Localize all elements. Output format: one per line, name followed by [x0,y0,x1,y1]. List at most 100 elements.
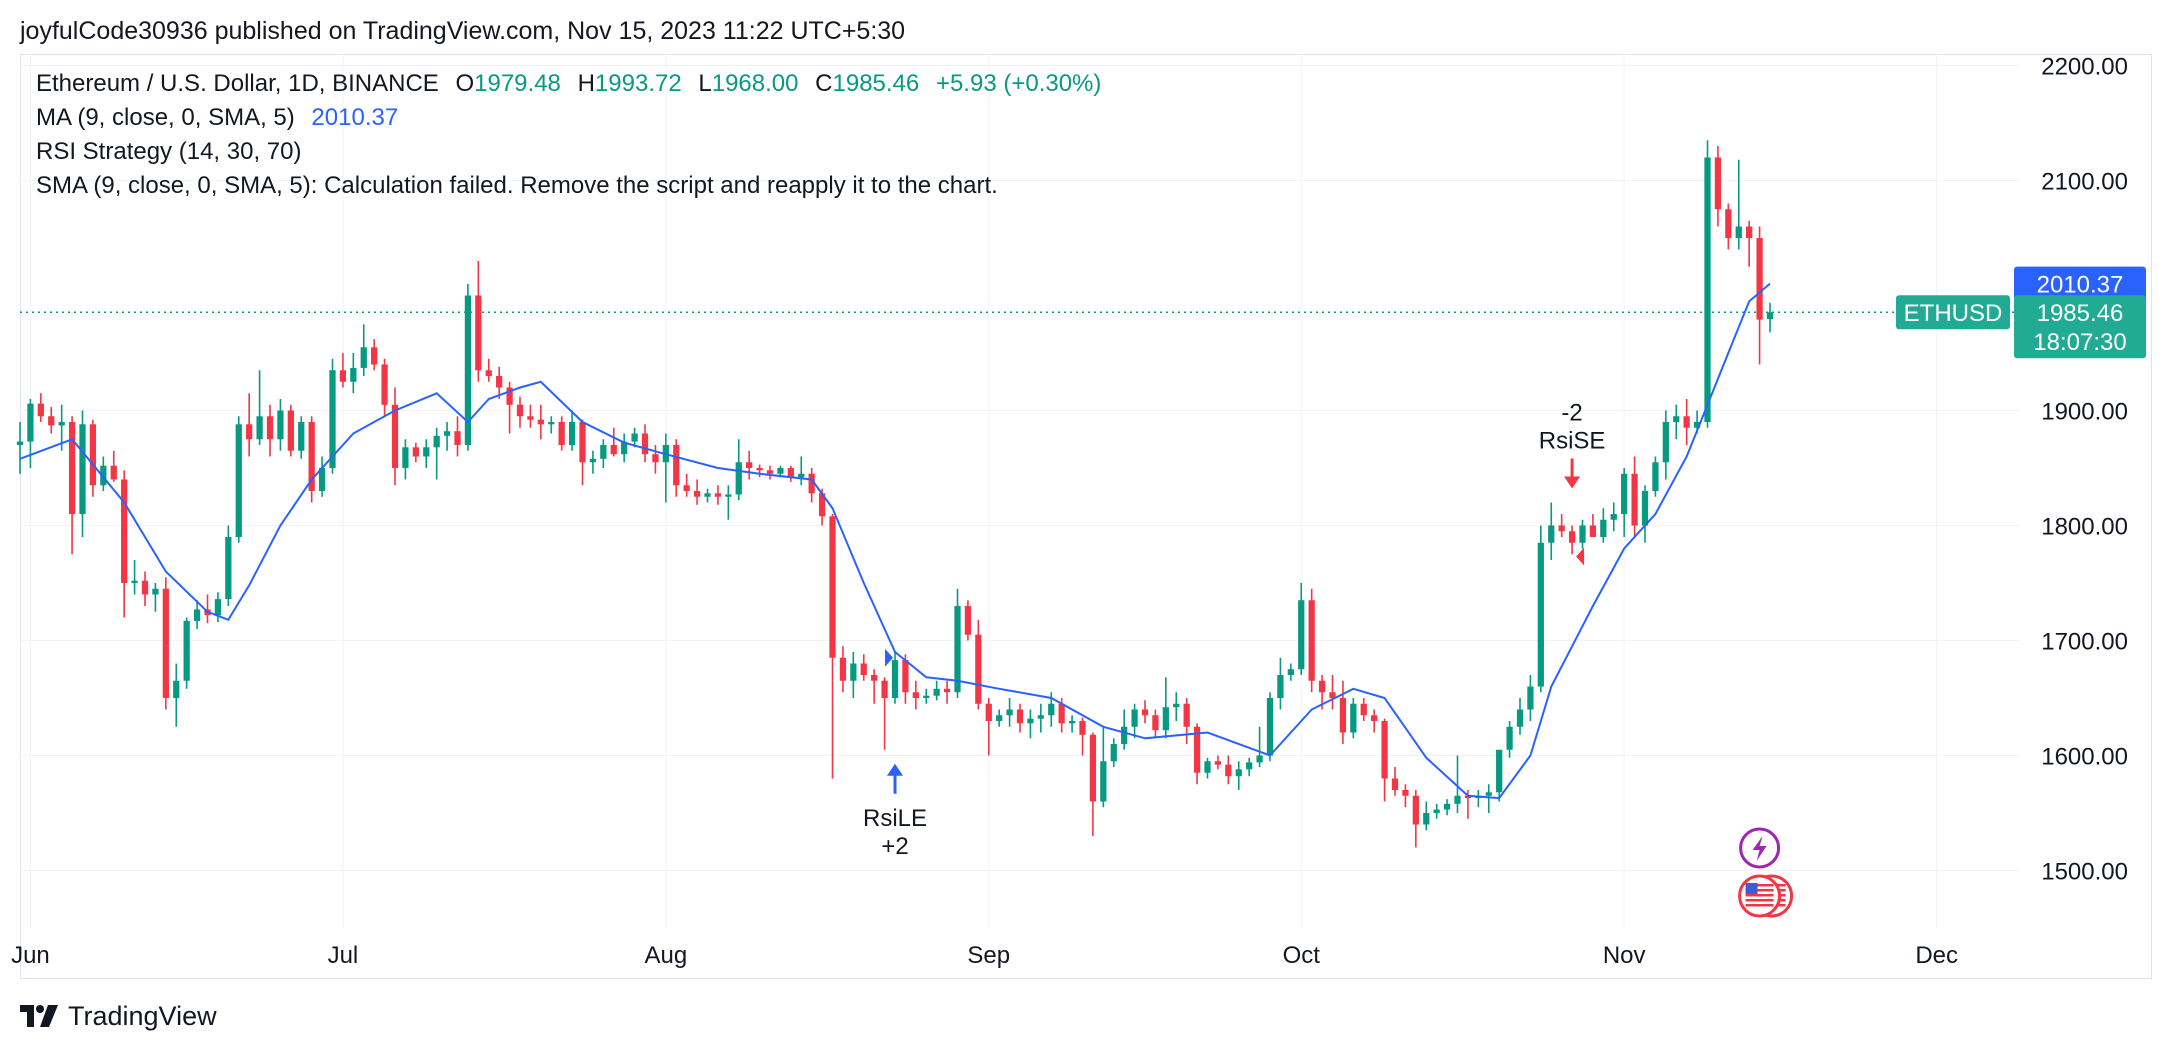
candle-body [735,462,742,495]
candle [1423,801,1430,831]
candle-body [600,445,607,459]
candle-body [1631,473,1638,526]
x-tick-label: Jun [11,942,50,969]
candle-body [579,422,586,463]
candle-body [173,680,180,698]
y-tick-label: 1600.00 [2041,744,2128,771]
candle [1308,588,1315,693]
candle-body [391,404,399,468]
candle-body [725,494,732,497]
candle-body [496,376,503,388]
candle-body [1048,703,1055,716]
candle [1621,468,1628,537]
candle-body [871,675,878,681]
candle [496,366,503,399]
candle [162,577,169,710]
candle [1037,703,1044,733]
candle [235,416,242,543]
candle [1131,703,1138,739]
candle [589,450,597,474]
candle-body [1662,422,1669,463]
candle [693,479,701,505]
candle [1443,799,1451,816]
candle [68,416,76,555]
candle-body [1496,749,1503,793]
candle-body [589,458,597,463]
candle [621,433,628,463]
candle [652,445,659,474]
candle-body [902,660,909,693]
footer-branding[interactable]: TradingView [20,998,217,1034]
legend-rsi-label[interactable]: RSI Strategy (14, 30, 70) [36,138,302,165]
candle [673,439,680,497]
ma-line [19,282,1771,800]
candle [839,646,847,693]
candle-body [1423,813,1430,825]
candle [121,470,128,618]
candle-body [1141,709,1149,716]
legend-low-value: 1968.00 [711,70,799,97]
legend-sma-error: SMA (9, close, 0, SMA, 5): Calculation f… [36,172,998,199]
footer-brand-name: TradingView [68,1000,217,1031]
moving-average [19,282,1771,800]
candle-body [246,424,253,440]
candle-body [1391,778,1399,790]
candle [912,680,919,710]
candle [933,680,940,701]
legend-close-value: 1985.46 [832,70,920,97]
candle [308,416,315,503]
candle-body [1152,715,1159,731]
candle [943,680,951,704]
event-icons[interactable] [1738,827,1794,918]
candle-body [1121,726,1128,744]
candle [1600,508,1607,543]
candle [579,419,586,486]
candle-body [798,473,805,478]
candle [193,600,201,629]
candle-body [48,416,55,426]
candle-body [1610,514,1617,520]
candle-body [777,468,784,474]
candle-body [1537,542,1544,687]
legend-low-label: L [698,70,712,97]
legend-ma-label[interactable]: MA (9, close, 0, SMA, 5) [36,104,295,131]
candle-body [1746,226,1753,238]
candle [985,698,992,756]
candle [568,410,576,451]
candle-body [225,537,232,600]
candle [183,617,190,689]
candle-body [1568,531,1576,543]
x-tick-label: Jul [328,942,359,969]
candle [1683,399,1690,445]
candle [1350,698,1357,739]
candle-body [1673,416,1680,422]
candle [485,358,492,382]
long-entry-marker [885,648,893,667]
candle-body [318,468,326,491]
candle-body [1162,707,1169,731]
candle [1287,663,1294,681]
candle [1225,755,1232,785]
candle-body [1131,709,1138,727]
candle [1735,159,1742,250]
candle-body [1110,744,1117,762]
candle [100,456,107,491]
legend-rsi-row[interactable]: RSI Strategy (14, 30, 70) [36,138,301,166]
candle-body [162,588,169,698]
candle [256,370,263,445]
candle-body [954,606,961,693]
legend-open-label: O [455,70,475,97]
candle-body [1621,473,1628,514]
candle-body [1485,792,1492,796]
candle [600,439,607,468]
chart-frame[interactable] [20,54,2152,979]
candle-body [704,493,711,497]
candle [1214,755,1222,770]
candle [475,261,482,382]
candle [443,422,451,451]
legend-symbol[interactable]: Ethereum / U.S. Dollar, 1D, BINANCE [36,70,439,97]
candle [964,600,972,641]
legend-ma-row[interactable]: MA (9, close, 0, SMA, 5) 2010.37 [36,104,398,132]
candle-body [1600,519,1607,537]
